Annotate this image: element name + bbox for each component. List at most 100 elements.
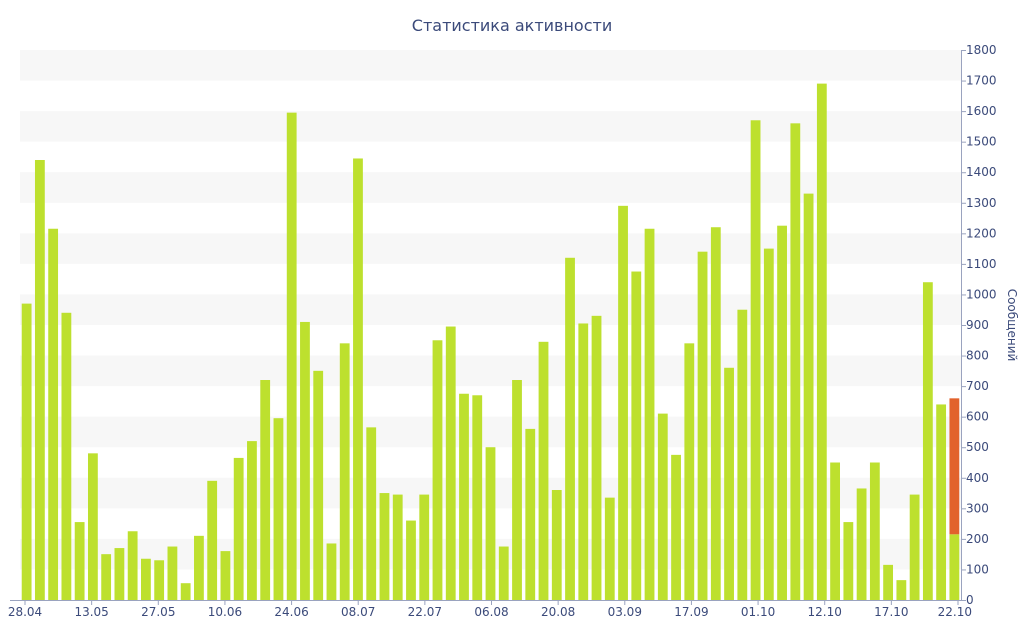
- bar: [830, 462, 840, 600]
- bar: [101, 554, 112, 600]
- chart-title: Статистика активности: [412, 16, 612, 35]
- bar: [21, 303, 32, 600]
- bar: [843, 522, 854, 600]
- bar: [74, 522, 85, 600]
- bar: [697, 251, 708, 600]
- bar: [565, 257, 575, 600]
- bar-highlight: [949, 398, 960, 535]
- bar: [724, 367, 734, 600]
- grid-band: [20, 50, 961, 81]
- bar: [419, 494, 430, 600]
- bar: [578, 323, 589, 600]
- x-tick-label: 28.04: [8, 605, 42, 619]
- bar: [936, 404, 947, 600]
- bar: [896, 580, 907, 600]
- y-tick-label: 1300: [966, 196, 997, 210]
- x-tick-label: 12.10: [808, 605, 842, 619]
- bar: [313, 370, 324, 600]
- x-tick-label: 06.08: [474, 605, 508, 619]
- bar: [366, 427, 377, 600]
- bar: [273, 418, 284, 600]
- bar: [300, 321, 310, 600]
- y-tick-label: 200: [966, 532, 989, 546]
- y-tick-label: 1400: [966, 165, 997, 179]
- bar: [154, 560, 165, 600]
- bar: [922, 282, 933, 600]
- x-tick-label: 24.06: [274, 605, 308, 619]
- y-tick-label: 400: [966, 471, 989, 485]
- bar: [472, 395, 483, 600]
- x-tick-label: 20.08: [541, 605, 575, 619]
- bar: [485, 447, 496, 600]
- y-axis-ticks: 0 100 200 300 400 500 600 700 800 900 1000 1100 1200…: [961, 43, 997, 607]
- y-tick-label: 900: [966, 318, 989, 332]
- bar: [737, 309, 748, 600]
- y-tick-label: 1600: [966, 104, 997, 118]
- bar: [220, 551, 231, 600]
- bar: [671, 454, 681, 600]
- y-tick-label: 1000: [966, 287, 997, 301]
- y-tick-label: 100: [966, 562, 989, 576]
- x-tick-label: 22.07: [408, 605, 442, 619]
- y-tick-label: 800: [966, 349, 989, 363]
- bar: [551, 490, 562, 600]
- bar: [286, 112, 297, 600]
- bar-series: [21, 83, 960, 601]
- bar: [816, 83, 827, 601]
- y-tick-label: 500: [966, 440, 989, 454]
- bar: [869, 462, 880, 600]
- bar: [459, 393, 469, 600]
- bar: [339, 343, 350, 600]
- bar: [856, 488, 867, 600]
- x-tick-label: 08.07: [341, 605, 375, 619]
- bar: [710, 227, 721, 600]
- x-tick-label: 01.10: [741, 605, 775, 619]
- y-tick-label: 1800: [966, 43, 997, 57]
- bar: [803, 193, 814, 600]
- bar: [949, 534, 960, 600]
- bar: [379, 493, 390, 600]
- bar: [790, 123, 801, 600]
- x-tick-label: 17.10: [874, 605, 908, 619]
- bar: [538, 341, 549, 600]
- y-tick-label: 0: [966, 593, 974, 607]
- bar: [657, 413, 668, 600]
- grid-band: [20, 111, 961, 142]
- bar: [127, 531, 138, 600]
- bar: [34, 160, 45, 600]
- bar: [114, 548, 125, 600]
- y-axis-label: Сообщений: [1005, 289, 1019, 362]
- y-tick-label: 1100: [966, 257, 997, 271]
- x-tick-label: 27.05: [141, 605, 175, 619]
- bar: [167, 546, 178, 600]
- bar: [392, 494, 403, 600]
- bar: [512, 380, 522, 600]
- y-tick-label: 1200: [966, 226, 997, 240]
- y-tick-label: 1700: [966, 74, 997, 88]
- bar: [909, 494, 920, 600]
- y-tick-label: 700: [966, 379, 989, 393]
- bar: [406, 520, 416, 600]
- y-tick-label: 600: [966, 410, 989, 424]
- bar: [61, 312, 72, 600]
- bar: [180, 583, 191, 600]
- bar: [750, 120, 761, 601]
- bar: [618, 205, 628, 601]
- bar: [591, 315, 602, 600]
- bar: [48, 228, 59, 600]
- bar: [777, 225, 787, 600]
- bar: [194, 535, 204, 600]
- bar: [87, 453, 98, 600]
- x-tick-label: 22.10: [938, 605, 972, 619]
- bar: [883, 564, 894, 600]
- bar: [260, 380, 271, 600]
- bar: [141, 558, 151, 600]
- bar: [207, 480, 218, 600]
- bar: [326, 543, 337, 600]
- bar: [247, 441, 257, 600]
- bar: [763, 248, 774, 600]
- bar: [432, 340, 443, 600]
- x-tick-label: 03.09: [608, 605, 642, 619]
